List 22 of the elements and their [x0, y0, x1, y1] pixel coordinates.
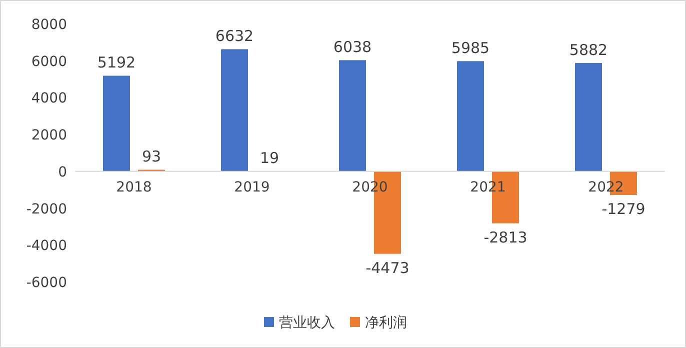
y-tick-label: 0 [58, 164, 67, 180]
data-label: 6038 [333, 38, 372, 56]
y-tick-label: -2000 [26, 201, 67, 218]
legend-label: 营业收入 [279, 315, 335, 331]
data-label: -4473 [366, 258, 410, 277]
data-label: 93 [142, 148, 162, 166]
y-tick-label: 4000 [31, 90, 67, 107]
x-tick-label: 2019 [234, 179, 270, 196]
y-tick-label: 6000 [31, 54, 67, 70]
y-tick-label: -4000 [26, 238, 67, 254]
y-tick-label: 2000 [31, 128, 67, 144]
y-tick-label: 8000 [31, 17, 67, 33]
y-tick-label: -6000 [26, 275, 67, 291]
data-label: 5882 [569, 41, 608, 60]
data-label: -2813 [484, 228, 528, 246]
data-label: 5985 [451, 39, 490, 58]
data-label: 5192 [97, 54, 136, 72]
data-label: -1279 [602, 200, 646, 218]
data-label: 6632 [215, 27, 254, 46]
legend-label: 净利润 [365, 315, 407, 331]
data-label: 19 [260, 149, 280, 168]
x-tick-label: 2018 [116, 179, 152, 196]
